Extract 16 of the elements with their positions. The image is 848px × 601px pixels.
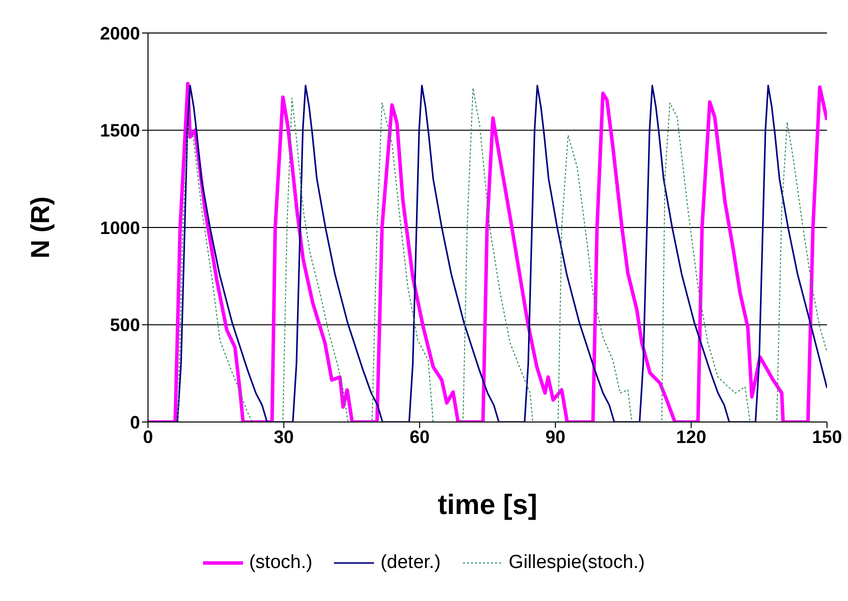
legend-label: Gillespie(stoch.) — [508, 552, 645, 574]
y-tick-label: 1000 — [100, 218, 140, 238]
y-tick-label: 0 — [130, 412, 140, 432]
x-tick-label: 120 — [676, 426, 706, 447]
x-tick-label: 30 — [274, 426, 294, 447]
legend-label: (deter.) — [380, 552, 441, 574]
x-tick-label: 150 — [812, 426, 842, 447]
x-tick-label: 0 — [142, 426, 154, 447]
x-tick-label: 60 — [410, 426, 430, 447]
x-tick-label: 90 — [545, 426, 566, 447]
y-tick-label: 1500 — [100, 120, 140, 141]
y-axis-title: N (R) — [25, 196, 56, 259]
y-tick-label: 2000 — [100, 23, 140, 44]
legend-label: (stoch.) — [249, 552, 312, 574]
y-tick-label: 500 — [110, 315, 140, 336]
x-axis-title: time [s] — [438, 489, 538, 520]
